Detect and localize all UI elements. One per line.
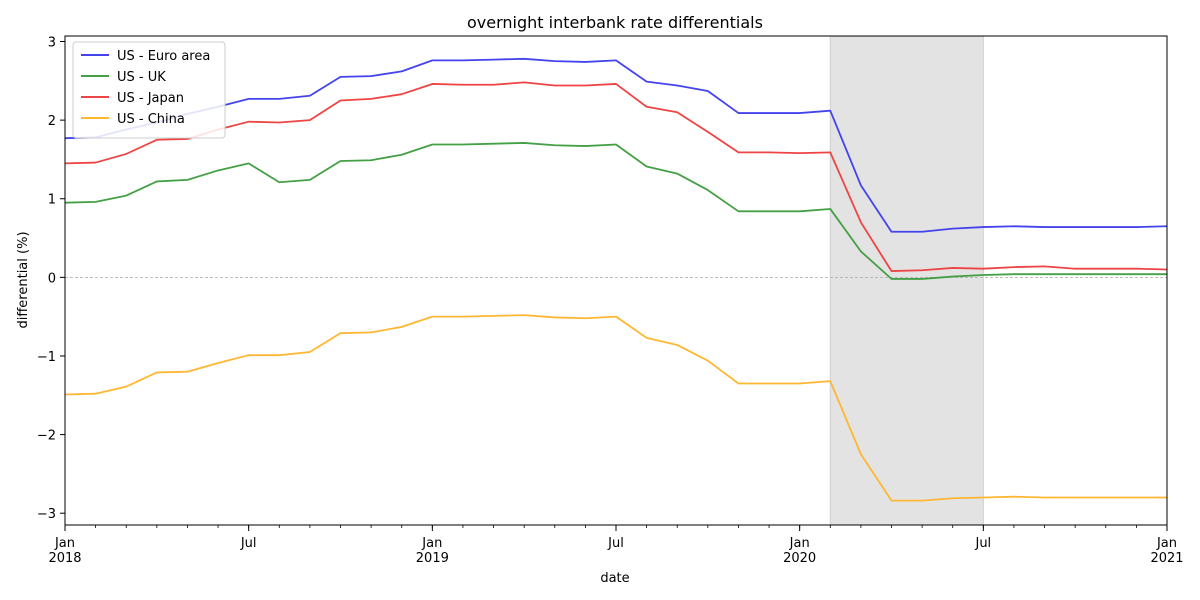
y-tick-label: 0	[48, 271, 56, 286]
legend: US - Euro area US - UK US - Japan US - Chin…	[72, 41, 226, 139]
x-tick-year-label: 2020	[783, 551, 816, 566]
y-axis-label: differential (%)	[16, 231, 31, 328]
shaded-region	[829, 35, 984, 526]
series-line-1	[64, 142, 1167, 280]
x-tick-label: Jan	[1156, 536, 1177, 551]
y-tick-label: 3	[48, 36, 56, 51]
series-line-2	[64, 81, 1168, 272]
x-tick-year-label: 2021	[1150, 551, 1183, 566]
x-tick-label: Jan	[54, 536, 75, 551]
y-tick-label: −3	[37, 507, 56, 522]
x-tick-year-label: 2019	[416, 551, 449, 566]
chart-title: overnight interbank rate differentials	[467, 13, 763, 32]
legend-entry: US - Japan	[117, 91, 184, 106]
shaded-region-layer	[829, 35, 984, 526]
x-tick-year-label: 2018	[48, 551, 81, 566]
x-tick-label: Jul	[607, 536, 624, 551]
x-tick-label: Jul	[974, 536, 991, 551]
series-line-0	[64, 57, 1168, 233]
legend-entry: US - UK	[117, 70, 166, 85]
y-tick-label: 2	[48, 114, 56, 129]
legend-box	[72, 41, 226, 139]
series-layer	[64, 57, 1168, 502]
series-line-3	[64, 314, 1167, 502]
y-axis-ticks: 3 2 1 0 −1 −2 −3	[37, 36, 65, 522]
y-tick-label: −2	[37, 429, 56, 444]
x-tick-label: Jul	[240, 536, 257, 551]
y-tick-label: 1	[48, 193, 56, 208]
x-tick-label: Jan	[421, 536, 442, 551]
legend-entry: US - China	[117, 112, 185, 127]
x-axis-label: date	[600, 571, 629, 586]
legend-entry: US - Euro area	[117, 49, 210, 64]
y-tick-label: −1	[37, 350, 56, 365]
x-tick-label: Jan	[789, 536, 810, 551]
plot-frame	[64, 35, 1168, 526]
